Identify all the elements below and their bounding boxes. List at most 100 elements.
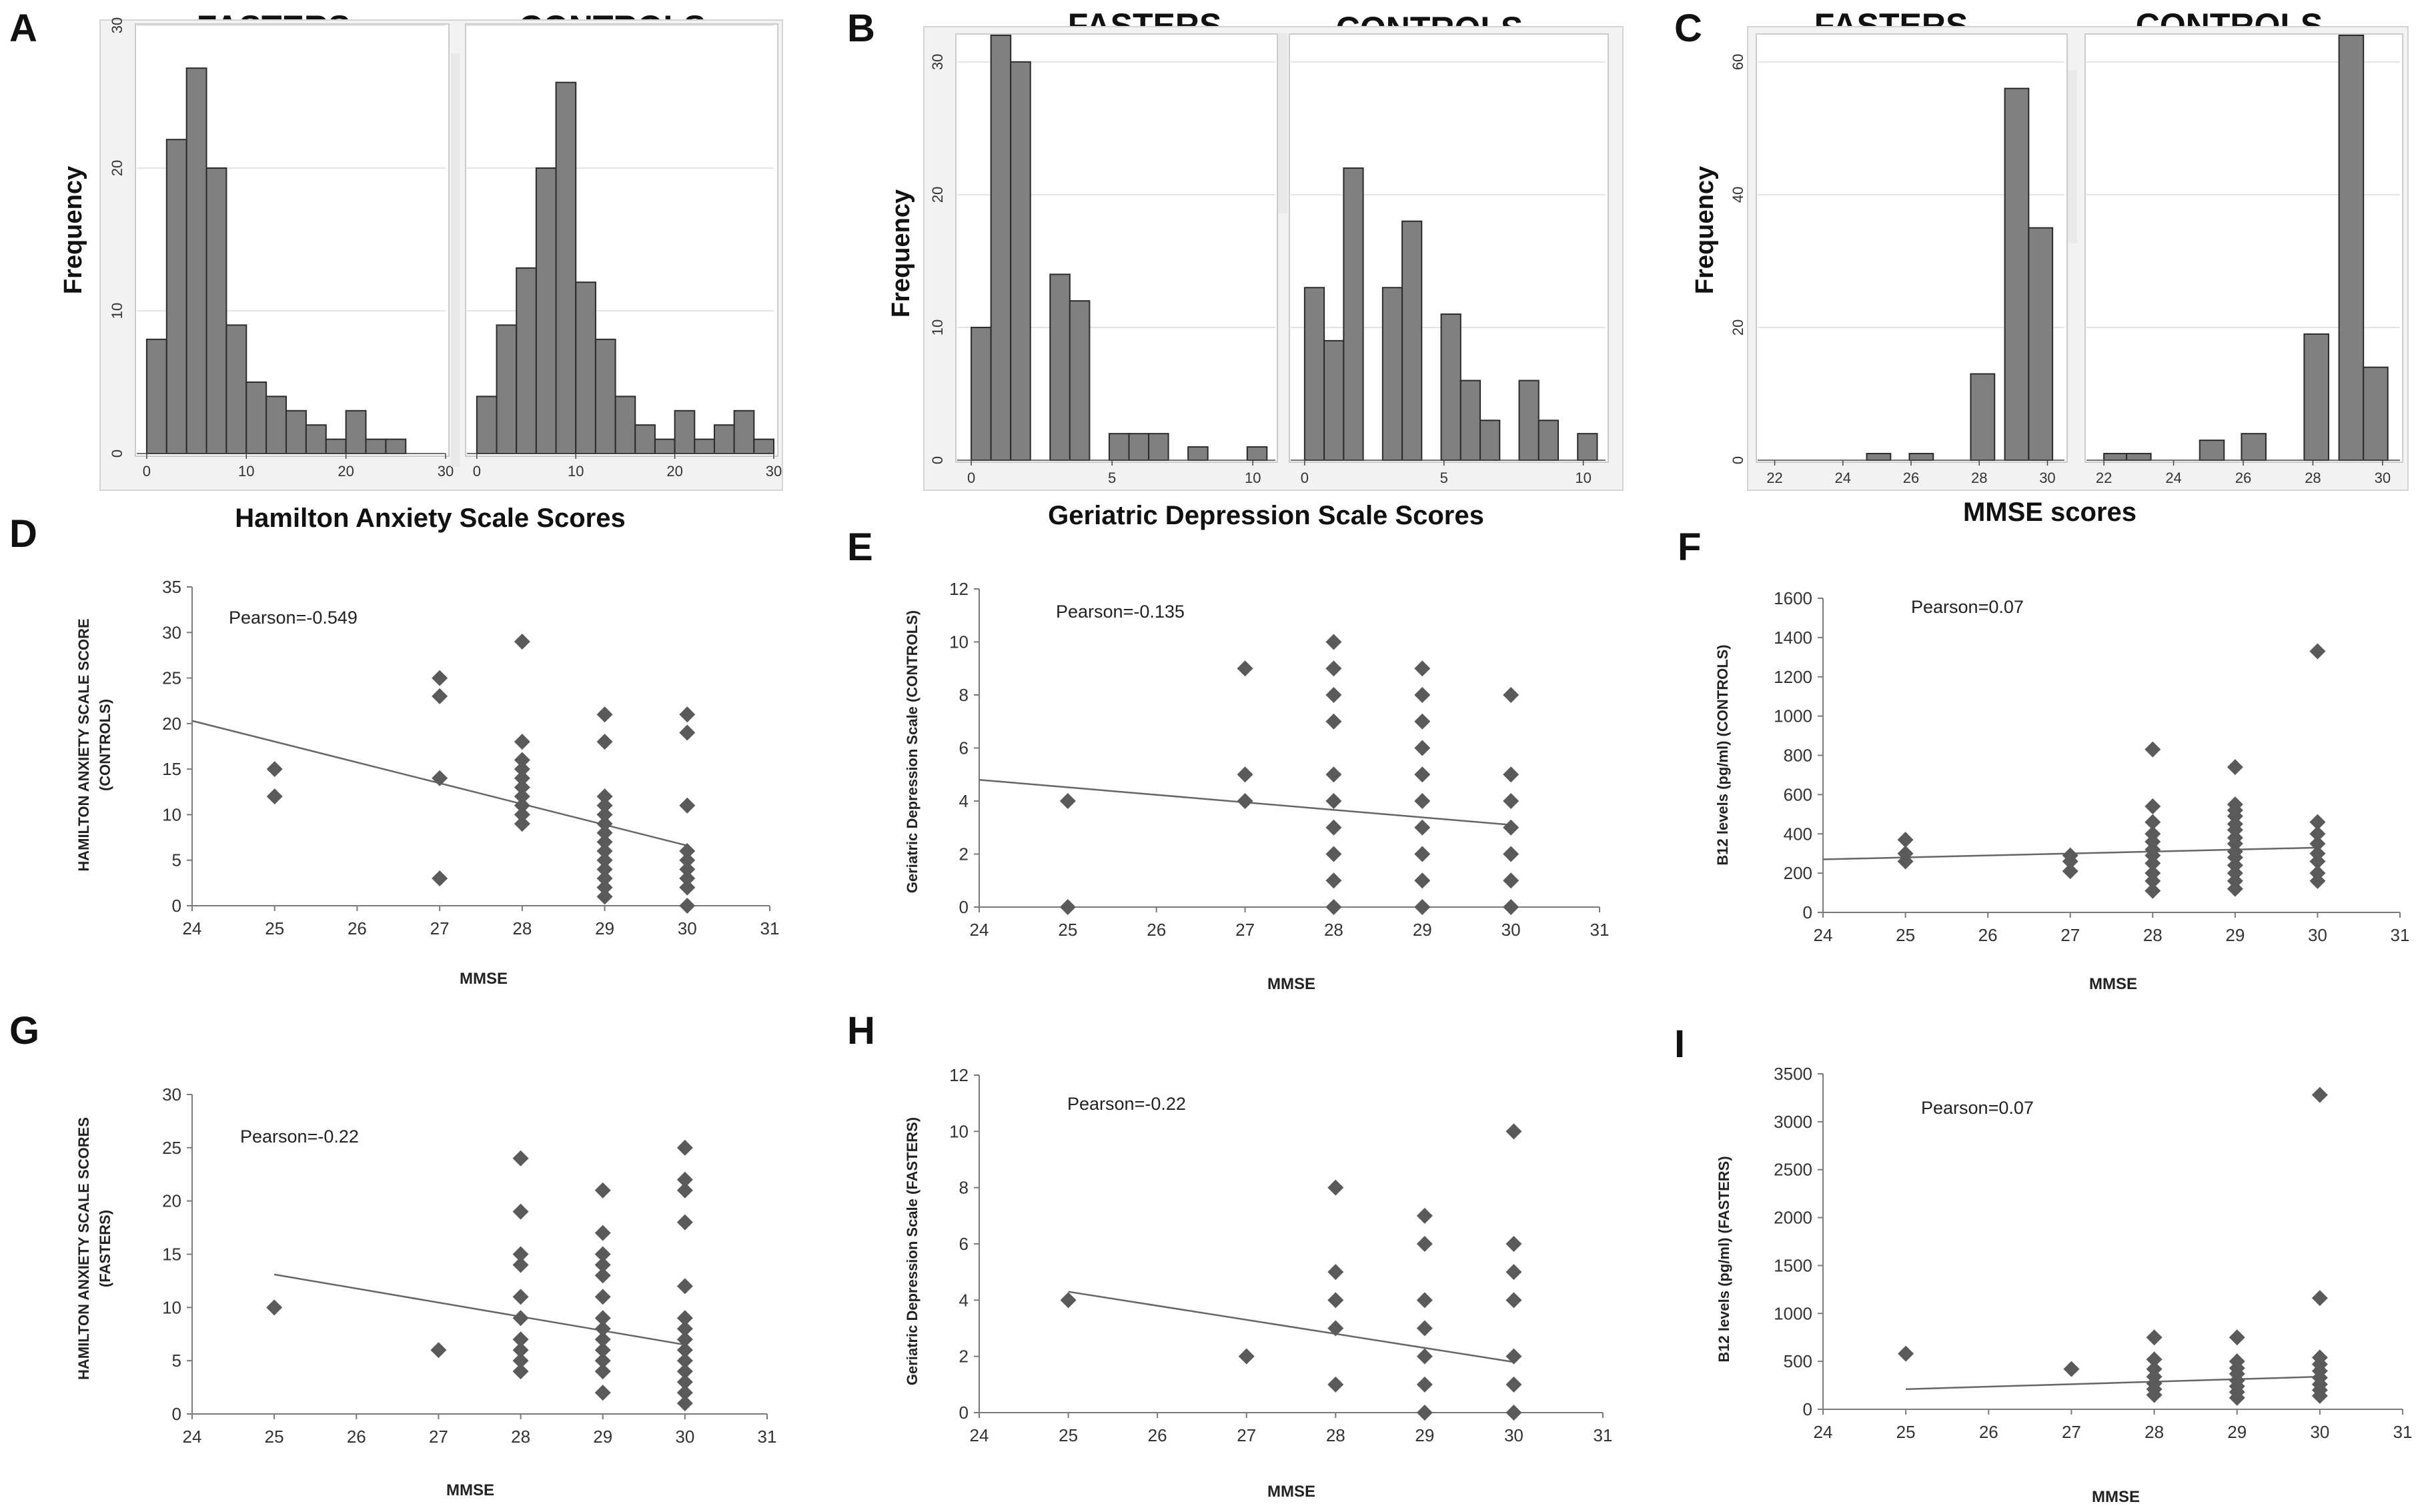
histogram-bar xyxy=(2126,453,2152,461)
x-tick-label: 5 xyxy=(1108,470,1116,486)
x-tick-label: 28 xyxy=(2305,470,2321,486)
histogram-bar xyxy=(1323,339,1345,461)
data-point xyxy=(1897,853,1914,870)
data-point xyxy=(1505,1264,1522,1281)
data-point xyxy=(2227,880,2243,897)
x-tick-label: 29 xyxy=(595,918,614,938)
data-point xyxy=(594,1225,611,1241)
data-point xyxy=(2145,872,2161,889)
data-point xyxy=(514,761,530,778)
x-tick-label: 24 xyxy=(1835,470,1851,486)
scatter-g-xlabel: MMSE xyxy=(446,1481,494,1499)
histogram-bar xyxy=(385,438,407,454)
data-point xyxy=(2229,1329,2245,1346)
data-point xyxy=(2146,1387,2163,1403)
y-tick-label: 1000 xyxy=(1774,1303,1812,1323)
data-point xyxy=(1325,660,1342,677)
data-point xyxy=(514,797,530,814)
data-point xyxy=(1414,740,1431,756)
y-tick-label: 4 xyxy=(959,791,969,811)
histogram-bar xyxy=(1381,287,1403,461)
data-point xyxy=(594,1182,611,1199)
histogram-bar xyxy=(1577,433,1598,461)
x-tick-label: 27 xyxy=(1235,920,1255,940)
y-tick-label: 6 xyxy=(959,1234,969,1254)
scatter-d-ylabel-1: HAMILTON ANXIETY SCALE SCORE xyxy=(75,618,92,871)
histogram-bar xyxy=(2363,366,2389,461)
x-tick-label: 27 xyxy=(429,1427,448,1447)
x-tick-label: 24 xyxy=(2165,470,2181,486)
y-tick-label: 25 xyxy=(162,668,181,688)
data-point xyxy=(512,1310,529,1327)
data-point xyxy=(1414,793,1431,809)
histogram-bar xyxy=(325,438,347,454)
data-point xyxy=(2309,835,2326,852)
y-tick-label: 3500 xyxy=(1774,1064,1812,1084)
panel-letter-f: F xyxy=(1678,526,1701,569)
x-tick-label: 0 xyxy=(143,463,151,480)
y-tick-label: 0 xyxy=(109,450,125,458)
histogram-bar xyxy=(990,35,1012,461)
data-point xyxy=(1059,793,1076,809)
y-tick-label: 10 xyxy=(162,1297,181,1317)
pearson-g: Pearson=-0.22 xyxy=(240,1126,359,1147)
x-tick-label: 30 xyxy=(2375,470,2391,486)
data-point xyxy=(1325,899,1342,915)
histogram-bar xyxy=(2028,227,2054,461)
histogram-bar xyxy=(1148,433,1169,461)
data-point xyxy=(1237,766,1253,783)
data-point xyxy=(1414,687,1431,703)
data-point xyxy=(679,861,696,878)
data-point xyxy=(594,1331,611,1348)
x-tick-label: 30 xyxy=(2310,1422,2329,1442)
panel-letter-b: B xyxy=(847,7,875,50)
y-tick-label: 20 xyxy=(162,1191,181,1211)
x-tick-label: 27 xyxy=(430,918,450,938)
data-point xyxy=(1325,872,1342,889)
data-point xyxy=(2146,1329,2163,1346)
data-point xyxy=(512,1342,529,1359)
data-point xyxy=(679,852,696,868)
histogram-bar xyxy=(165,139,187,454)
data-point xyxy=(1503,819,1520,836)
data-point xyxy=(1505,1405,1522,1421)
histogram-bar xyxy=(634,424,656,455)
y-tick-label: 0 xyxy=(1803,902,1812,922)
data-point xyxy=(596,788,613,805)
y-tick-label: 8 xyxy=(959,1178,969,1198)
data-point xyxy=(1416,1236,1433,1252)
histogram-bar xyxy=(1518,380,1540,461)
data-point xyxy=(512,1246,529,1263)
data-point xyxy=(596,816,613,832)
y-tick-label: 30 xyxy=(162,1084,181,1104)
histogram-bar xyxy=(225,324,247,454)
y-tick-label: 30 xyxy=(109,17,125,33)
data-point xyxy=(514,788,530,805)
data-point xyxy=(1503,793,1520,809)
scatter-e-ylabel: Geriatric Depression Scale (CONTROLS) xyxy=(904,610,921,893)
hist-a-ylabel: Frequency xyxy=(59,166,87,294)
y-tick-label: 20 xyxy=(162,714,181,734)
y-tick-label: 1400 xyxy=(1774,628,1812,648)
histogram-bar xyxy=(516,267,537,454)
y-tick-label: 10 xyxy=(109,303,125,319)
data-point xyxy=(594,1353,611,1369)
histogram-bar xyxy=(614,396,636,455)
x-tick-label: 26 xyxy=(2235,470,2251,486)
y-tick-label: 8 xyxy=(959,685,969,705)
data-point xyxy=(2229,1389,2245,1406)
histogram-bar xyxy=(1187,446,1209,461)
y-tick-label: 500 xyxy=(1784,1351,1812,1371)
y-tick-label: 200 xyxy=(1784,863,1812,883)
data-point xyxy=(596,797,613,814)
y-tick-label: 10 xyxy=(949,632,969,652)
y-tick-label: 800 xyxy=(1784,746,1812,766)
data-point xyxy=(596,834,613,850)
y-tick-label: 0 xyxy=(929,456,946,464)
panel-letter-g: G xyxy=(9,1009,39,1052)
data-point xyxy=(596,879,613,896)
data-point xyxy=(1503,766,1520,783)
data-point xyxy=(266,1299,283,1316)
